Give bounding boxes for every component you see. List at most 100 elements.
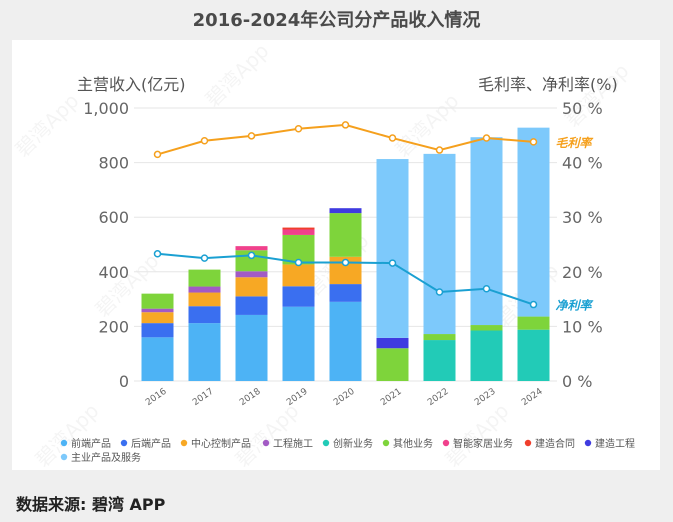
bar-segment [141,293,174,309]
watermark-text: 碧湾App [561,59,634,132]
watermark-text: 碧湾App [391,89,464,162]
legend-swatch [524,439,532,447]
y-left-axis-label: 主营收入(亿元) [77,75,186,94]
legend-label: 前端产品 [71,437,111,450]
y-left-tick-label: 600 [98,208,129,227]
bar-segment [235,246,268,251]
bar-segment [329,301,362,381]
legend-swatch [120,439,128,447]
y-left-tick-label: 0 [119,372,129,391]
legend-label: 建造合同 [535,437,575,450]
legend-swatch [382,439,390,447]
bar-segment [329,284,362,302]
bar-segment [235,314,268,381]
bar-segment [141,323,174,338]
y-right-axis-label: 毛利率、净利率(%) [478,75,618,94]
bar-segment [188,269,221,287]
y-right-tick-label: 0 % [562,372,592,391]
x-tick-label: 2022 [426,387,450,408]
y-right-tick-label: 10 % [562,317,603,336]
bar-segment [235,296,268,315]
line-point [247,251,256,260]
x-tick-label: 2021 [379,387,403,408]
bar-segment [235,277,268,297]
line-point [294,258,303,267]
line-point [529,138,538,146]
line-point [529,300,538,309]
bar-segment [282,227,315,230]
bar-segment [423,153,456,335]
line-point [200,254,209,262]
legend-label: 工程施工 [273,437,313,450]
bar-stacks [141,127,550,381]
bar-segment [376,159,409,338]
data-source: 数据来源: 碧湾 APP [16,495,166,514]
line-point [388,134,397,142]
legend-swatch [584,439,592,447]
bar-segment [329,213,362,257]
x-tick-label: 2016 [144,387,169,408]
x-tick-label: 2020 [332,387,357,408]
legend-label: 建造工程 [595,437,635,450]
bar-segment [517,329,550,381]
y-right-tick-label: 30 % [562,208,603,227]
bar-segment [188,306,221,324]
line-point [482,134,491,142]
bar-segment [376,348,409,381]
bar-segment [423,340,456,381]
line-point [200,137,209,145]
y-left-tick-label: 800 [98,154,129,173]
chart-panel: 碧湾App 碧湾App 碧湾App 碧湾App 碧湾App 碧湾App 碧湾App 碧湾App… [11,39,660,472]
legend-swatch [60,439,68,447]
bar-segment [188,286,221,293]
legend-swatch [180,439,188,447]
line-point [247,132,256,140]
x-tick-label: 2018 [238,387,263,408]
bar-segment [141,337,174,381]
legend-label: 后端产品 [131,437,171,450]
bar-segment [188,292,221,307]
bar-segment [282,286,315,307]
watermark-text: 碧湾App [231,399,304,470]
legend-label: 智能家居业务 [453,437,513,450]
legend-swatch [322,439,330,447]
line-point [435,146,444,154]
line-point [153,250,162,258]
watermark-text: 碧湾App [201,40,274,111]
bar-segment [282,264,315,287]
line-point [153,150,162,159]
legend-swatch [60,453,68,461]
bar-segment [423,334,456,341]
bar-segment [188,323,221,381]
bar-segment [141,308,174,313]
axes: 0 200 400 600 800 1,000 0 % 10 % 20 % 30 % 40 % 50 … [77,75,618,408]
bar-segment [470,325,503,331]
legend-label: 创新业务 [333,437,373,450]
legend-label: 主业产品及服务 [71,451,141,464]
legend: 前端产品 后端产品 中心控制产品 工程施工 创新业务 其他业务 智能家居业务 建造合同 建造工程… [60,437,635,464]
bar-segment [329,208,362,214]
y-right-tick-label: 20 % [562,263,603,282]
y-left-tick-label: 400 [98,263,129,282]
line-point [294,124,303,133]
bar-segment [235,271,268,278]
line-label: 毛利率 [556,136,594,150]
line-point [482,284,491,293]
legend-swatch [442,439,450,447]
line-point [341,258,350,267]
watermark-text: 碧湾App [441,399,514,470]
legend-label: 其他业务 [393,437,433,450]
y-left-tick-label: 200 [98,317,129,336]
bar-segment [470,137,503,326]
x-tick-label: 2017 [191,387,215,408]
x-tick-label: 2024 [520,387,545,408]
x-tick-label: 2019 [285,387,310,408]
page-title: 2016-2024年公司分产品收入情况 [192,10,481,31]
bar-segment [517,316,550,330]
line-label: 净利率 [556,299,594,313]
y-right-tick-label: 40 % [562,154,603,173]
y-right-tick-label: 50 % [562,99,603,118]
y-left-tick-label: 1,000 [83,99,129,118]
bar-segment [517,127,550,317]
